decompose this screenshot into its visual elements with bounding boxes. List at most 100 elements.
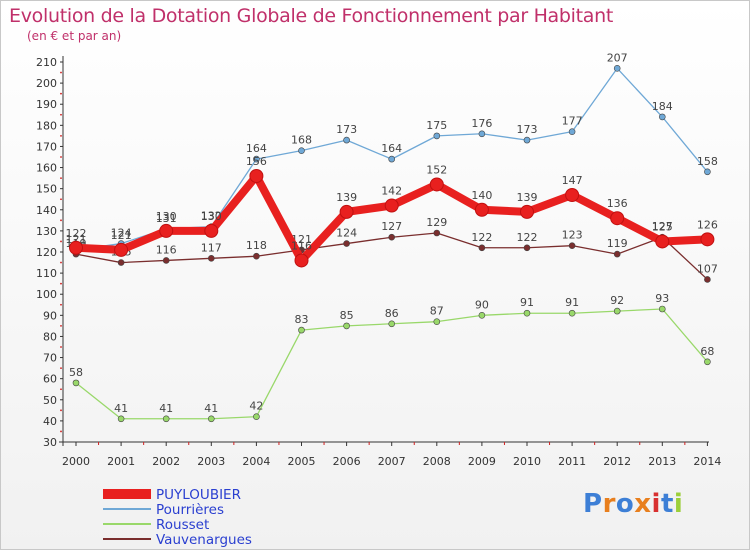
data-point-vauvenargues bbox=[253, 252, 260, 260]
data-point-puyloubier bbox=[429, 177, 444, 192]
data-point-vauvenargues bbox=[478, 244, 486, 252]
data-point-puyloubier bbox=[114, 242, 129, 257]
data-label-pourrieres: 173 bbox=[517, 123, 538, 136]
data-point-vauvenargues bbox=[162, 257, 170, 264]
data-label-puyloubier: 122 bbox=[66, 227, 87, 240]
x-tick-label: 2002 bbox=[152, 455, 180, 468]
data-point-puyloubier bbox=[565, 188, 580, 202]
data-point-vauvenargues bbox=[613, 250, 621, 258]
data-point-vauvenargues bbox=[568, 242, 576, 249]
y-minor-tick bbox=[60, 261, 62, 264]
y-tick-label: 90 bbox=[43, 309, 57, 322]
data-label-rousset: 42 bbox=[249, 400, 263, 413]
data-point-pourrieres bbox=[568, 128, 576, 135]
y-minor-tick bbox=[60, 367, 62, 370]
data-point-rousset bbox=[117, 415, 125, 423]
x-tick-label: 2011 bbox=[558, 455, 586, 468]
data-point-pourrieres bbox=[613, 65, 621, 72]
y-minor-tick bbox=[60, 324, 62, 327]
y-tick-label: 110 bbox=[36, 267, 57, 280]
x-tick-label: 2010 bbox=[513, 455, 541, 468]
y-minor-tick bbox=[60, 430, 62, 433]
data-label-pourrieres: 168 bbox=[291, 134, 312, 147]
data-point-pourrieres bbox=[253, 155, 260, 163]
y-tick-label: 160 bbox=[36, 162, 57, 175]
data-point-rousset bbox=[208, 415, 215, 423]
data-point-rousset bbox=[72, 379, 80, 387]
data-point-rousset bbox=[343, 322, 350, 330]
y-tick-label: 100 bbox=[36, 288, 57, 301]
data-label-pourrieres: 121 bbox=[66, 233, 87, 246]
data-label-puyloubier: 121 bbox=[111, 229, 132, 242]
data-label-rousset: 91 bbox=[565, 296, 579, 309]
data-label-rousset: 90 bbox=[475, 298, 489, 311]
logo-letter: i bbox=[673, 489, 684, 519]
y-tick-label: 80 bbox=[43, 330, 57, 343]
data-label-pourrieres: 175 bbox=[426, 119, 447, 132]
data-point-puyloubier bbox=[339, 204, 354, 219]
x-tick-label: 2005 bbox=[288, 455, 316, 468]
logo-letter: i bbox=[651, 489, 661, 519]
data-label-vauvenargues: 127 bbox=[381, 220, 402, 233]
data-point-rousset bbox=[658, 305, 666, 313]
data-point-rousset bbox=[568, 309, 576, 317]
y-minor-tick bbox=[60, 282, 62, 285]
x-tick-label: 2007 bbox=[378, 455, 406, 468]
data-label-rousset: 87 bbox=[430, 305, 444, 318]
y-minor-tick bbox=[60, 92, 62, 95]
data-label-puyloubier: 140 bbox=[471, 189, 492, 202]
data-point-vauvenargues bbox=[704, 276, 711, 283]
logo-letter: t bbox=[660, 489, 674, 519]
data-point-puyloubier bbox=[610, 211, 625, 226]
legend-label-pourrieres: Pourrières bbox=[156, 502, 224, 518]
data-label-vauvenargues: 124 bbox=[336, 227, 357, 240]
proxiti-logo: Proxiti bbox=[583, 489, 683, 519]
data-label-puyloubier: 136 bbox=[607, 197, 628, 210]
y-minor-tick bbox=[60, 303, 62, 306]
data-label-pourrieres: 158 bbox=[697, 155, 718, 168]
x-tick-label: 2013 bbox=[648, 455, 676, 468]
data-label-puyloubier: 139 bbox=[517, 191, 538, 204]
chart-title: Evolution de la Dotation Globale de Fonc… bbox=[9, 5, 614, 27]
y-minor-tick bbox=[60, 346, 62, 348]
data-point-rousset bbox=[704, 358, 711, 366]
x-tick-label: 2008 bbox=[423, 455, 451, 468]
data-point-puyloubier bbox=[474, 202, 489, 217]
data-point-puyloubier bbox=[249, 169, 264, 183]
data-label-vauvenargues: 118 bbox=[246, 239, 267, 252]
y-minor-tick bbox=[60, 240, 62, 243]
data-label-vauvenargues: 123 bbox=[562, 229, 583, 242]
data-label-puyloubier: 116 bbox=[291, 239, 312, 252]
y-tick-label: 40 bbox=[43, 415, 57, 428]
data-label-pourrieres: 173 bbox=[336, 123, 357, 136]
data-label-rousset: 86 bbox=[385, 307, 399, 320]
y-minor-tick bbox=[60, 388, 62, 391]
data-label-pourrieres: 184 bbox=[652, 100, 673, 113]
y-minor-tick bbox=[60, 134, 62, 137]
data-point-puyloubier bbox=[294, 253, 309, 268]
data-label-rousset: 93 bbox=[655, 292, 669, 305]
y-tick-label: 130 bbox=[36, 225, 57, 238]
data-point-vauvenargues bbox=[117, 259, 125, 266]
logo-letter: P bbox=[583, 489, 603, 519]
data-label-puyloubier: 130 bbox=[156, 210, 177, 223]
data-label-rousset: 83 bbox=[295, 313, 309, 326]
data-label-pourrieres: 164 bbox=[381, 142, 402, 155]
data-label-pourrieres: 164 bbox=[246, 142, 267, 155]
data-label-vauvenargues: 116 bbox=[156, 243, 177, 256]
y-tick-label: 60 bbox=[43, 373, 57, 386]
data-point-puyloubier bbox=[384, 198, 399, 213]
data-point-puyloubier bbox=[520, 204, 534, 219]
data-point-pourrieres bbox=[478, 130, 486, 138]
legend-label-puyloubier: PUYLOUBIER bbox=[156, 487, 241, 503]
y-tick-label: 70 bbox=[43, 352, 57, 365]
y-tick-label: 170 bbox=[36, 140, 57, 153]
data-label-vauvenargues: 127 bbox=[652, 220, 673, 233]
data-point-rousset bbox=[433, 318, 441, 325]
data-point-pourrieres bbox=[343, 136, 350, 144]
data-point-pourrieres bbox=[388, 155, 396, 163]
data-label-puyloubier: 156 bbox=[246, 155, 267, 168]
data-point-pourrieres bbox=[658, 113, 666, 121]
